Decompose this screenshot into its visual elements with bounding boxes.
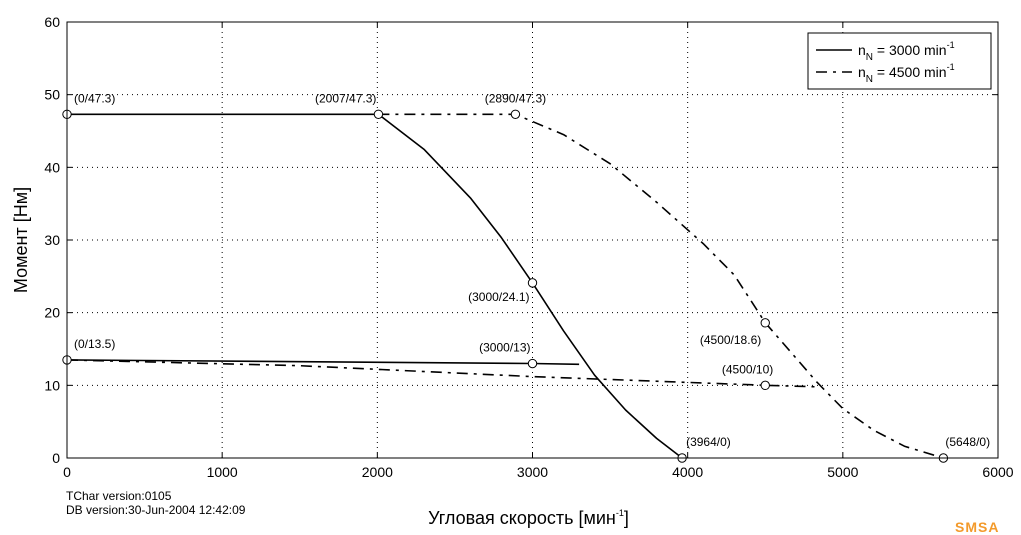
- x-axis-label: Угловая скорость [мин-1]: [428, 508, 629, 528]
- y-tick-label: 20: [44, 305, 60, 321]
- data-point-marker: [527, 358, 538, 369]
- data-point-marker: [760, 380, 770, 391]
- data-point-marker: [527, 278, 538, 288]
- data-point-label: (2007/47.3): [315, 91, 376, 105]
- y-axis-label: Момент [Нм]: [11, 187, 31, 293]
- data-point-label: (3964/0): [686, 435, 731, 449]
- y-tick-label: 0: [52, 450, 60, 466]
- tchar-version: TChar version:0105: [66, 489, 172, 503]
- curves: [66, 113, 944, 459]
- data-point-marker: [760, 318, 770, 328]
- x-tick-label: 2000: [362, 464, 393, 480]
- data-point-label: (0/13.5): [74, 337, 115, 351]
- x-tick-label: 3000: [517, 464, 548, 480]
- legend: nN = 3000 min-1nN = 4500 min-1: [807, 32, 992, 90]
- data-point-marker: [373, 109, 384, 119]
- y-tick-label: 50: [44, 87, 60, 103]
- x-tick-label: 0: [63, 464, 71, 480]
- x-tick-label: 5000: [827, 464, 858, 480]
- data-point-label: (4500/10): [722, 362, 773, 376]
- y-tick-label: 40: [44, 159, 60, 175]
- x-axis-label-sup: -1: [616, 508, 624, 518]
- grid: [67, 22, 998, 458]
- db-version: DB version:30-Jun-2004 12:42:09: [66, 503, 246, 517]
- data-point-label: (3000/13): [479, 341, 530, 355]
- y-tick-label: 60: [44, 14, 60, 30]
- x-axis-label-close: ]: [624, 508, 629, 528]
- brand-logo: SMSA: [955, 519, 1000, 535]
- x-tick-label: 1000: [207, 464, 238, 480]
- data-point-label: (3000/24.1): [468, 290, 529, 304]
- y-tick-label: 30: [44, 232, 60, 248]
- legend-entry-2: nN = 4500 min-1: [858, 62, 955, 85]
- data-markers: (0/47.3) (2007/47.3) (2890/47.3) (3000/24.1…: [62, 91, 990, 463]
- x-tick-label: 4000: [672, 464, 703, 480]
- axis-ticks: 0 1000 2000 3000 4000 5000 6000 0 10 20 30 40 50 60: [44, 14, 1013, 480]
- data-point-marker: [510, 109, 521, 119]
- data-point-label: (2890/47.3): [485, 91, 546, 105]
- series-2-line: [66, 359, 817, 388]
- legend-entry-1: nN = 3000 min-1: [858, 40, 955, 63]
- x-axis-label-text: Угловая скорость [мин: [428, 508, 616, 528]
- series-1-line: [67, 113, 683, 459]
- x-tick-label: 6000: [982, 464, 1013, 480]
- data-point-label: (0/47.3): [74, 91, 115, 105]
- series-1-line: [66, 359, 580, 366]
- legend-box: [807, 32, 992, 90]
- data-point-label: (5648/0): [945, 435, 990, 449]
- data-point-label: (4500/18.6): [700, 333, 761, 347]
- y-tick-label: 10: [44, 377, 60, 393]
- series-2-line: [378, 113, 944, 459]
